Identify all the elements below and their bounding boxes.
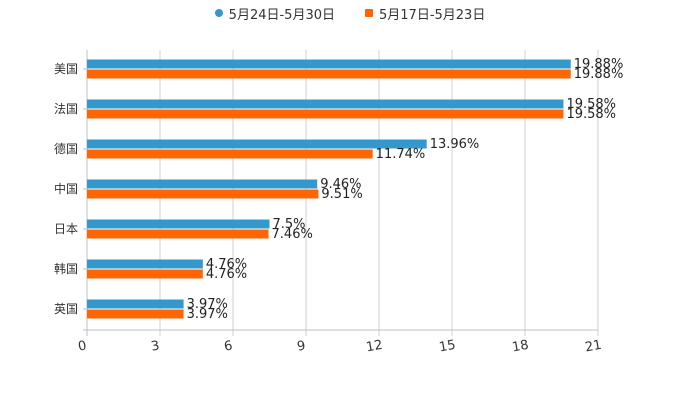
legend-label-series1: 5月17日-5月23日 <box>379 7 486 23</box>
x-tick-label: 21 <box>584 338 603 356</box>
bar[interactable] <box>87 179 318 189</box>
bar[interactable] <box>87 269 203 279</box>
y-tick-label: 美国 <box>54 62 78 76</box>
legend: 5月24日-5月30日 5月17日-5月23日 <box>0 4 700 23</box>
legend-item-series0[interactable]: 5月24日-5月30日 <box>214 4 335 23</box>
bar[interactable] <box>87 99 564 109</box>
data-label: 13.96% <box>430 137 480 152</box>
data-label: 19.88% <box>574 57 624 72</box>
data-label: 4.76% <box>206 267 247 282</box>
data-label: 3.97% <box>187 297 228 312</box>
y-tick-label: 英国 <box>54 302 78 316</box>
data-label: 7.5% <box>273 217 306 232</box>
data-label: 9.46% <box>320 177 361 192</box>
data-label: 19.58% <box>566 107 616 122</box>
bar[interactable] <box>87 259 203 269</box>
bar[interactable] <box>87 299 184 309</box>
bar[interactable] <box>87 309 184 319</box>
y-tick-label: 中国 <box>54 181 78 196</box>
data-label: 3.97% <box>187 307 228 322</box>
y-tick-label: 日本 <box>54 222 78 236</box>
legend-item-series1[interactable]: 5月17日-5月23日 <box>365 4 485 23</box>
bar[interactable] <box>87 229 269 239</box>
legend-marker-series1 <box>365 9 373 17</box>
legend-label-series0: 5月24日-5月30日 <box>228 7 335 23</box>
x-tick-label: 3 <box>150 338 161 354</box>
data-label: 4.76% <box>206 257 247 272</box>
x-tick-label: 12 <box>365 338 384 356</box>
x-tick-label: 18 <box>511 338 530 356</box>
bar[interactable] <box>87 59 571 69</box>
bar[interactable] <box>87 109 564 119</box>
bar[interactable] <box>87 149 373 159</box>
x-tick-label: 0 <box>77 338 88 354</box>
bar[interactable] <box>87 219 270 229</box>
x-tick-label: 9 <box>296 338 307 354</box>
data-label: 19.58% <box>566 97 616 112</box>
x-tick-label: 6 <box>223 338 234 354</box>
bar[interactable] <box>87 189 319 199</box>
data-label: 9.51% <box>321 187 362 202</box>
data-label: 11.74% <box>376 147 426 162</box>
y-tick-label: 法国 <box>54 102 78 116</box>
bar[interactable] <box>87 139 427 149</box>
x-tick-label: 15 <box>438 338 457 356</box>
bar[interactable] <box>87 69 571 79</box>
y-tick-label: 德国 <box>54 141 78 156</box>
legend-marker-series0 <box>214 9 223 17</box>
data-label: 7.46% <box>272 227 313 242</box>
data-label: 19.88% <box>574 67 624 82</box>
y-tick-label: 韩国 <box>54 261 78 276</box>
